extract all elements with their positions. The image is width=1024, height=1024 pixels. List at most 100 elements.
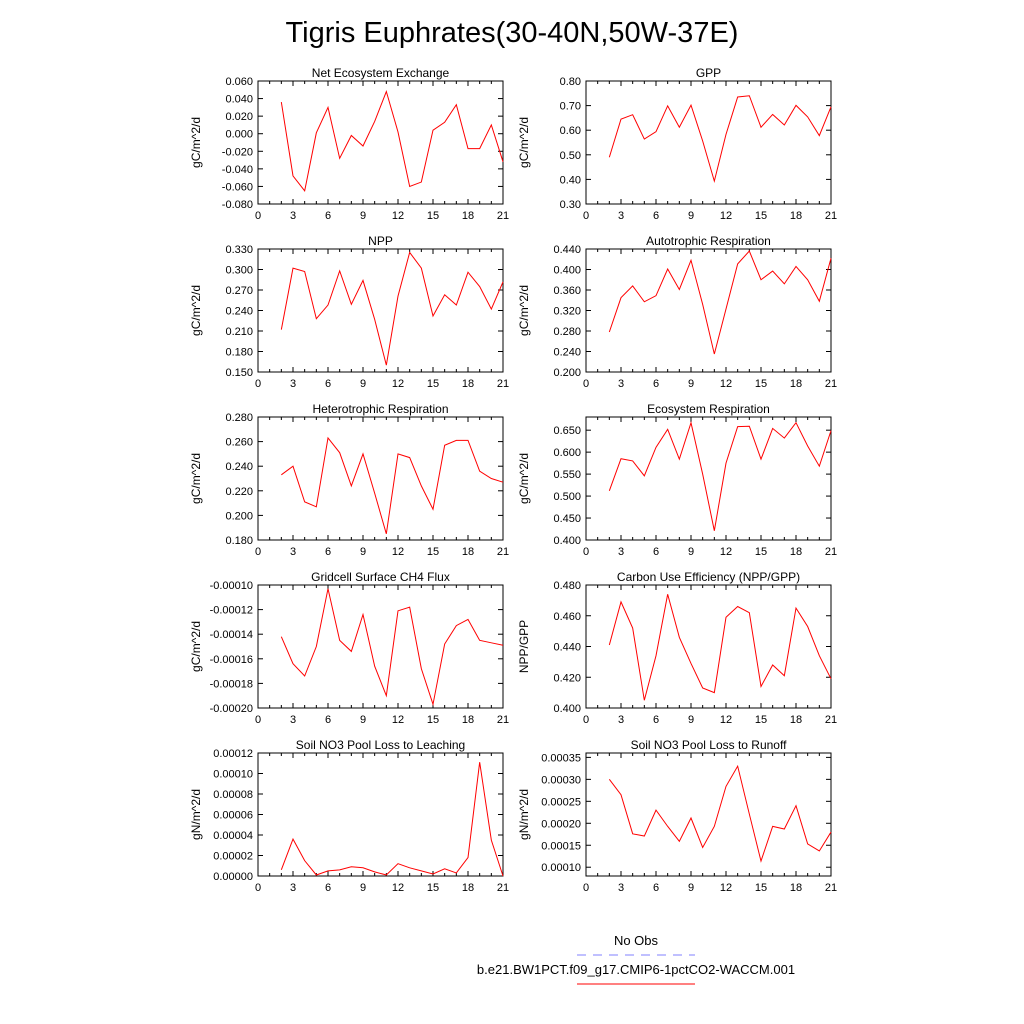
plot-frame: [258, 417, 503, 540]
panel-title: Carbon Use Efficiency (NPP/GPP): [617, 570, 800, 584]
y-tick-label: 0.00030: [541, 774, 581, 786]
y-tick-label: 0.00008: [213, 789, 253, 801]
panel-title: Net Ecosystem Exchange: [312, 66, 450, 80]
y-tick-label: 0.280: [225, 412, 253, 424]
panel-title: Ecosystem Respiration: [647, 402, 770, 416]
plot-frame: [258, 249, 503, 372]
y-tick-label: 0.500: [553, 491, 581, 503]
y-tick-label: -0.00012: [210, 605, 253, 617]
chart-panel: Autotrophic Respiration 0 3 6 9 12 15 18 21 0.200…: [517, 234, 837, 390]
plot-frame: [586, 753, 831, 876]
y-tick-label: 0.00002: [213, 851, 253, 863]
chart-panel: Gridcell Surface CH4 Flux 0 3 6 9 12 15 18 21 -0.…: [189, 570, 509, 726]
legend-label: b.e21.BW1PCT.f09_g17.CMIP6-1pctCO2-WACCM…: [477, 962, 795, 977]
x-tick-label: 12: [392, 714, 404, 726]
x-tick-label: 6: [653, 546, 659, 558]
y-tick-label: -0.020: [222, 146, 253, 158]
y-tick-label: 0.400: [553, 703, 581, 715]
x-tick-label: 15: [755, 378, 767, 390]
series-line: [281, 92, 503, 191]
y-tick-label: 0.180: [225, 347, 253, 359]
x-tick-label: 0: [583, 546, 589, 558]
series-line: [609, 594, 831, 700]
panels: Net Ecosystem Exchange 0 3 6 9 12 15 18 21 -0.080…: [189, 66, 837, 894]
y-tick-label: 0.40: [560, 174, 581, 186]
legend-label: No Obs: [614, 933, 659, 948]
x-tick-label: 15: [427, 378, 439, 390]
y-tick-label: 0.80: [560, 76, 581, 88]
x-tick-label: 0: [583, 210, 589, 222]
y-tick-label: 0.650: [553, 425, 581, 437]
x-tick-label: 0: [255, 210, 261, 222]
plot-frame: [258, 753, 503, 876]
y-tick-label: 0.550: [553, 469, 581, 481]
y-tick-label: 0.210: [225, 326, 253, 338]
y-tick-label: 0.00004: [213, 830, 253, 842]
plot-frame: [586, 585, 831, 708]
x-tick-label: 15: [427, 882, 439, 894]
x-tick-label: 3: [618, 546, 624, 558]
chart-panel: Ecosystem Respiration0 3 6 9 12 15 18 210.4000.…: [517, 402, 837, 558]
chart-panel: Soil NO3 Pool Loss to Leaching 0 3 6 9 12 15 18…: [189, 738, 509, 894]
y-axis-label: NPP/GPP: [517, 620, 531, 673]
y-tick-label: -0.00016: [210, 654, 253, 666]
y-tick-label: 0.70: [560, 101, 581, 113]
y-tick-label: 0.240: [553, 347, 581, 359]
series-line: [281, 252, 503, 365]
y-tick-label: 0.220: [225, 486, 253, 498]
x-tick-label: 6: [325, 210, 331, 222]
x-tick-label: 18: [790, 378, 802, 390]
y-tick-label: 0.360: [553, 285, 581, 297]
x-tick-label: 3: [290, 378, 296, 390]
x-tick-label: 15: [427, 210, 439, 222]
x-tick-label: 3: [290, 882, 296, 894]
y-tick-label: 0.040: [225, 94, 253, 106]
panel-title: Gridcell Surface CH4 Flux: [311, 570, 450, 584]
x-tick-label: 9: [688, 546, 694, 558]
y-tick-label: 0.00010: [213, 769, 253, 781]
panel-title: Heterotrophic Respiration: [312, 402, 448, 416]
x-tick-label: 21: [825, 882, 837, 894]
y-tick-label: 0.600: [553, 447, 581, 459]
y-axis-label: gN/m^2/d: [189, 789, 203, 840]
y-tick-label: -0.00020: [210, 703, 253, 715]
y-tick-label: 0.320: [553, 306, 581, 318]
y-tick-label: 0.00020: [541, 818, 581, 830]
y-tick-label: 0.00000: [213, 871, 253, 883]
x-tick-label: 15: [755, 546, 767, 558]
x-tick-label: 0: [583, 378, 589, 390]
series-line: [609, 423, 831, 531]
x-tick-label: 9: [688, 378, 694, 390]
chart-panel: GPP0 3 6 9 12 15 18 210.300.400.500.600.700.80g…: [517, 66, 837, 222]
y-tick-label: 0.000: [225, 129, 253, 141]
x-tick-label: 9: [360, 714, 366, 726]
y-axis-label: gC/m^2/d: [189, 453, 203, 504]
y-tick-label: 0.420: [553, 672, 581, 684]
x-tick-label: 21: [825, 714, 837, 726]
x-tick-label: 12: [392, 882, 404, 894]
panel-title: Soil NO3 Pool Loss to Runoff: [631, 738, 788, 752]
x-tick-label: 18: [462, 210, 474, 222]
y-tick-label: 0.240: [225, 306, 253, 318]
y-tick-label: 0.440: [553, 642, 581, 654]
figure-title: Tigris Euphrates(30-40N,50W-37E): [286, 17, 739, 49]
x-tick-label: 0: [255, 714, 261, 726]
y-tick-label: 0.200: [225, 510, 253, 522]
y-axis-label: gN/m^2/d: [517, 789, 531, 840]
plot-frame: [586, 249, 831, 372]
y-axis-label: gC/m^2/d: [189, 117, 203, 168]
plot-frame: [258, 585, 503, 708]
x-tick-label: 21: [497, 210, 509, 222]
y-tick-label: 0.450: [553, 513, 581, 525]
x-tick-label: 3: [290, 546, 296, 558]
x-tick-label: 15: [755, 210, 767, 222]
chart-panel: NPP 0 3 6 9 12 15 18 21 0.150 0.180 0.210 0.240 0.270…: [189, 234, 509, 390]
y-tick-label: 0.460: [553, 611, 581, 623]
x-tick-label: 12: [720, 714, 732, 726]
x-tick-label: 3: [618, 714, 624, 726]
x-tick-label: 0: [583, 714, 589, 726]
y-tick-label: 0.440: [553, 244, 581, 256]
x-tick-label: 12: [720, 546, 732, 558]
y-axis-label: gC/m^2/d: [517, 453, 531, 504]
